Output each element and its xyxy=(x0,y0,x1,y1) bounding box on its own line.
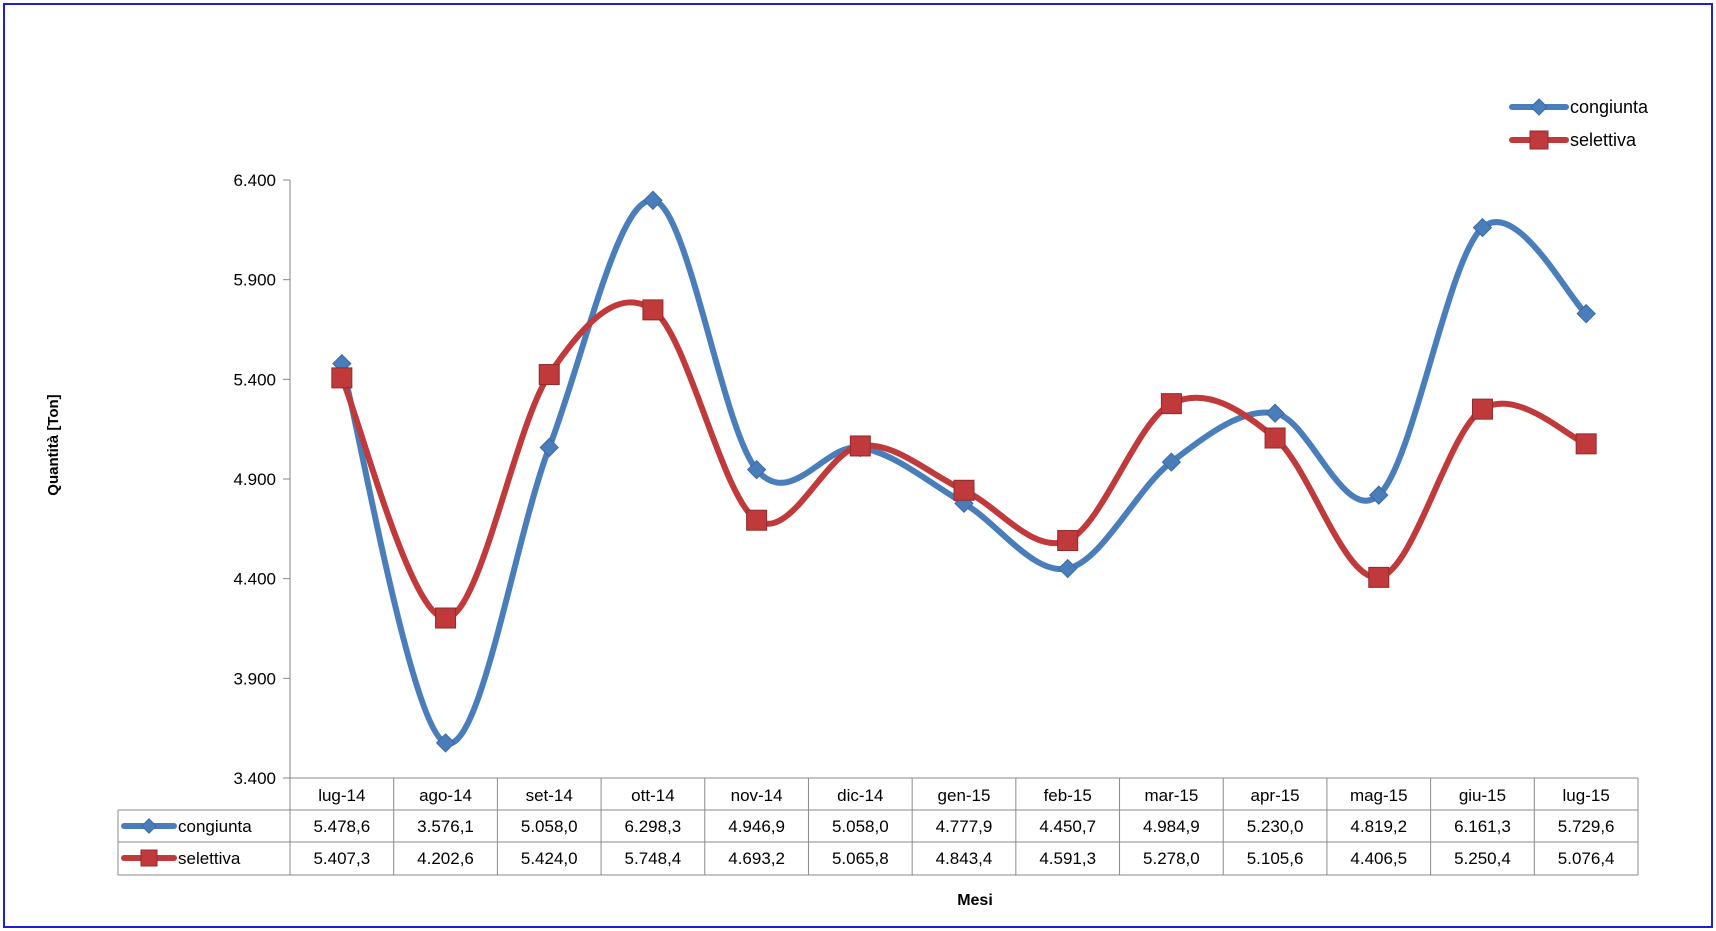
y-axis-title: Quantità [Ton] xyxy=(45,394,62,495)
axes xyxy=(283,179,291,779)
table-cell-value: 5.065,8 xyxy=(832,849,889,868)
data-point-selettiva xyxy=(849,435,871,457)
table-cell-value: 4.202,6 xyxy=(417,849,474,868)
table-cell-value: 4.843,4 xyxy=(936,849,993,868)
x-tick-label: giu-15 xyxy=(1459,786,1506,805)
data-point-selettiva xyxy=(1471,398,1493,420)
y-tick-label: 6.400 xyxy=(233,171,276,190)
data-point-congiunta xyxy=(1472,217,1493,238)
x-tick-label: lug-14 xyxy=(318,786,365,805)
data-point-selettiva xyxy=(953,479,975,501)
x-tick-label: gen-15 xyxy=(938,786,991,805)
data-point-selettiva xyxy=(435,607,457,629)
data-point-congiunta xyxy=(1576,303,1596,324)
legend-label: congiunta xyxy=(1570,97,1649,117)
table-series-name: selettiva xyxy=(178,849,241,868)
x-tick-label: set-14 xyxy=(526,786,573,805)
table-cell-value: 4.450,7 xyxy=(1039,817,1096,836)
table-cell-value: 5.748,4 xyxy=(625,849,682,868)
chart-border xyxy=(3,3,1713,928)
table-cell-value: 6.298,3 xyxy=(625,817,682,836)
data-point-selettiva xyxy=(746,509,768,531)
data-point-congiunta xyxy=(539,437,559,458)
table-cell-value: 5.105,6 xyxy=(1247,849,1304,868)
table-cell-value: 4.984,9 xyxy=(1143,817,1200,836)
table-cell-value: 4.777,9 xyxy=(936,817,993,836)
x-tick-label: ago-14 xyxy=(419,786,472,805)
data-point-selettiva xyxy=(1264,427,1286,449)
table-cell-value: 6.161,3 xyxy=(1454,817,1511,836)
x-tick-label: feb-15 xyxy=(1044,786,1092,805)
y-tick-label: 5.400 xyxy=(233,370,276,389)
x-tick-label: nov-14 xyxy=(731,786,783,805)
data-point-congiunta xyxy=(1265,403,1285,423)
data-point-congiunta xyxy=(746,459,767,480)
data-point-selettiva xyxy=(642,299,664,321)
table-cell-value: 3.576,1 xyxy=(417,817,474,836)
table-legend-key-marker xyxy=(140,849,158,867)
x-tick-label: dic-14 xyxy=(837,786,883,805)
y-tick-label: 3.900 xyxy=(233,669,276,688)
table-cell-value: 4.591,3 xyxy=(1039,849,1096,868)
y-tick-label: 5.900 xyxy=(233,271,276,290)
data-point-congiunta xyxy=(1369,485,1389,505)
table-cell-value: 5.424,0 xyxy=(521,849,578,868)
y-tick-label: 4.400 xyxy=(233,570,276,589)
data-point-congiunta xyxy=(643,190,663,210)
data-point-congiunta xyxy=(1161,452,1182,472)
x-tick-label: mar-15 xyxy=(1144,786,1198,805)
table-cell-value: 5.230,0 xyxy=(1247,817,1304,836)
legend: congiunta selettiva xyxy=(1509,97,1649,150)
data-point-selettiva xyxy=(1160,393,1182,415)
x-tick-label: lug-15 xyxy=(1563,786,1610,805)
table-cell-value: 4.406,5 xyxy=(1350,849,1407,868)
y-tick-label: 3.400 xyxy=(233,769,276,788)
legend-key-marker xyxy=(1530,98,1548,116)
data-table: lug-14 ago-14 set-14 ott-14 nov-14 dic-14 gen-… xyxy=(117,777,1639,876)
table-cell-value: 4.693,2 xyxy=(728,849,785,868)
table-cell-value: 5.729,6 xyxy=(1558,817,1615,836)
table-cell-value: 5.250,4 xyxy=(1454,849,1511,868)
data-point-selettiva xyxy=(1368,566,1390,588)
x-tick-label: mag-15 xyxy=(1350,786,1408,805)
y-tick-labels: 3.400 3.900 4.400 4.900 5.400 5.900 6.400 xyxy=(233,171,276,788)
table-cell-value: 5.407,3 xyxy=(313,849,370,868)
data-point-congiunta xyxy=(435,733,456,753)
x-tick-label: apr-15 xyxy=(1251,786,1300,805)
data-point-selettiva xyxy=(538,364,560,386)
legend-label: selettiva xyxy=(1570,130,1637,150)
data-point-selettiva xyxy=(1575,433,1597,455)
table-legend-key-marker xyxy=(141,818,157,834)
x-axis-title: Mesi xyxy=(957,892,993,909)
data-point-selettiva xyxy=(331,367,353,389)
data-point-selettiva xyxy=(1057,530,1079,552)
table-cell-value: 4.819,2 xyxy=(1350,817,1407,836)
y-tick-label: 4.900 xyxy=(233,470,276,489)
table-cell-value: 5.076,4 xyxy=(1558,849,1615,868)
table-cell-value: 5.058,0 xyxy=(521,817,578,836)
table-cell-value: 5.478,6 xyxy=(313,817,370,836)
x-tick-label: ott-14 xyxy=(631,786,674,805)
legend-key-marker xyxy=(1529,130,1549,150)
data-point-congiunta xyxy=(1057,558,1078,579)
table-cell-value: 5.058,0 xyxy=(832,817,889,836)
table-series-name: congiunta xyxy=(178,817,252,836)
series-markers xyxy=(331,190,1597,753)
table-cell-value: 4.946,9 xyxy=(728,817,785,836)
table-cell-value: 5.278,0 xyxy=(1143,849,1200,868)
